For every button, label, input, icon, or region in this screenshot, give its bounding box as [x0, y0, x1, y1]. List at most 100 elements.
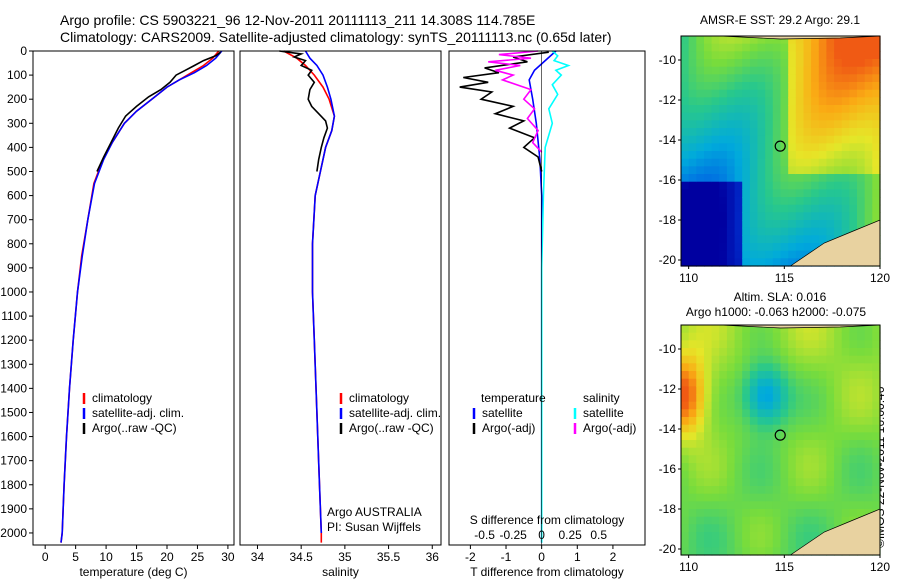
sla_map-cell	[872, 363, 881, 372]
sla_map-cell	[681, 355, 690, 364]
sst_map-cell	[749, 197, 759, 206]
sst_map-cell	[711, 128, 720, 137]
sla_map-cell	[681, 455, 690, 464]
sst_map-cell	[711, 112, 720, 121]
sla_map-cell	[803, 332, 812, 341]
sla_map-cell	[788, 532, 797, 541]
sst_map-cell	[811, 174, 820, 183]
sst_map-cell	[841, 51, 850, 60]
sst_map-cell	[734, 89, 743, 98]
sst_map-cell	[818, 174, 828, 183]
sla_map-cell	[681, 348, 690, 357]
sst_map-cell	[811, 128, 820, 137]
sla_map-cell	[857, 348, 866, 357]
sla_map-cell	[780, 417, 789, 426]
sst_map-cell	[742, 74, 751, 83]
sla_map-cell	[765, 409, 774, 418]
sst_map-cell	[818, 36, 828, 45]
sla_map-cell	[826, 455, 835, 464]
sst_map-cell	[681, 51, 690, 60]
sla_map-cell	[772, 516, 782, 525]
sla_map-cell	[688, 493, 697, 502]
sla_map-cell	[811, 463, 820, 472]
sst_map-cell	[780, 59, 789, 68]
sla_map-cell	[780, 524, 789, 533]
sla_map-cell	[734, 417, 743, 426]
salinity-xtick-label: 35.5	[377, 550, 401, 564]
sla_map-cell	[780, 394, 789, 403]
sla_map-cell	[719, 378, 728, 387]
sst_map-cell	[811, 189, 820, 198]
sla_map-cell	[772, 340, 782, 349]
sst_map-cell	[788, 243, 797, 252]
sst_map-cell	[719, 151, 728, 160]
sst_map-cell	[681, 258, 690, 267]
sla_map-cell	[788, 547, 797, 556]
sla_map-cell	[734, 371, 743, 380]
sst_map-cell	[742, 59, 751, 68]
sla_map-cell	[696, 363, 705, 372]
sst_map-cell	[772, 166, 782, 175]
sla_map-cell	[757, 386, 766, 395]
sla_map-cell	[742, 401, 751, 410]
sla_map-cell	[719, 463, 728, 472]
sst_map-cell	[681, 74, 690, 83]
sla_map-cell	[765, 394, 774, 403]
sst_map-cell	[742, 174, 751, 183]
sst_map-cell	[780, 120, 789, 129]
sla_map-cell	[872, 378, 881, 387]
sla_map-cell	[742, 417, 751, 426]
sst_map-xtick-label: 110	[679, 271, 698, 285]
sst_map-cell	[780, 174, 789, 183]
sla_map-ytick-label: -16	[659, 462, 677, 476]
sst_map-cell	[681, 120, 690, 129]
sla_map-cell	[780, 455, 789, 464]
sla_map-cell	[765, 501, 774, 510]
sla_map-cell	[726, 486, 736, 495]
sla_map-cell	[681, 386, 690, 395]
sla_map-cell	[726, 539, 736, 548]
sla_map-cell	[857, 447, 866, 456]
sst_map-cell	[849, 105, 858, 114]
sla_map-cell	[826, 409, 835, 418]
sst_map-cell	[811, 158, 820, 167]
sla_map-cell	[726, 378, 736, 387]
sla_map-cell	[795, 509, 805, 518]
sst_map-cell	[772, 227, 782, 236]
sla_map-cell	[872, 401, 881, 410]
sla_map-cell	[688, 417, 697, 426]
sst_map-cell	[788, 197, 797, 206]
sst_map-cell	[681, 181, 690, 190]
sla_map-cell	[734, 394, 743, 403]
sst_map-cell	[765, 74, 774, 83]
sst_map-cell	[688, 43, 697, 52]
sla_map-cell	[749, 355, 759, 364]
sla_map-cell	[711, 532, 720, 541]
sla_map-cell	[704, 478, 713, 487]
temperature-xtick-label: 5	[72, 550, 79, 564]
sla_map-cell	[719, 332, 728, 341]
sla_map-cell	[681, 401, 690, 410]
sst_map-cell	[788, 166, 797, 175]
sst_map-cell	[757, 128, 766, 137]
sst_map-cell	[765, 89, 774, 98]
sst_map-cell	[726, 220, 736, 229]
sla_map-cell	[765, 547, 774, 556]
sst_map-ytick-label: -14	[659, 133, 677, 147]
sla_map-cell	[864, 417, 873, 426]
sla_map-cell	[864, 348, 873, 357]
sla_map-cell	[742, 547, 751, 556]
sla_map-cell	[711, 478, 720, 487]
sla_map-cell	[734, 363, 743, 372]
sst_map-cell	[826, 204, 835, 213]
sst_map-cell	[734, 120, 743, 129]
sst_map-cell	[704, 135, 713, 144]
sst_map-cell	[726, 66, 736, 75]
sst_map-cell	[834, 89, 843, 98]
sla_map-cell	[849, 424, 858, 433]
sst_map-cell	[795, 220, 805, 229]
sla_map-cell	[711, 394, 720, 403]
sla_map-cell	[834, 470, 843, 479]
sst_map-cell	[780, 135, 789, 144]
